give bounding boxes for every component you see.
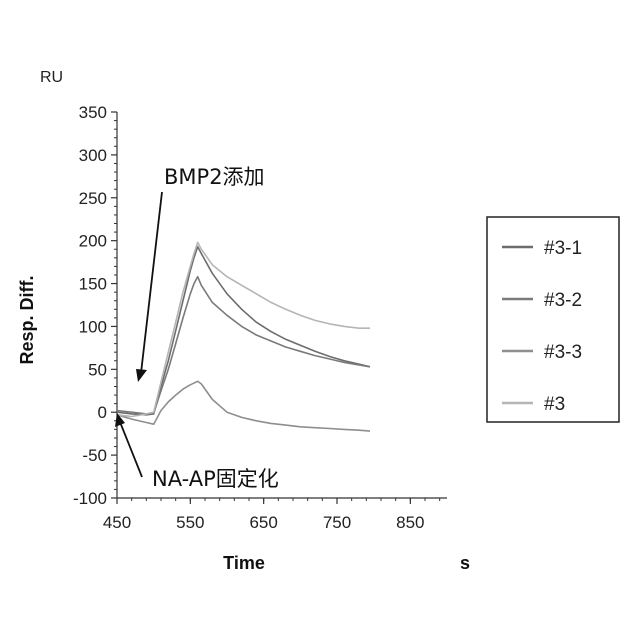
x-unit-label: s [460, 553, 470, 573]
legend-label-2: #3-2 [544, 290, 582, 311]
legend: #3-1 #3-2 #3-3 #3 [487, 217, 619, 422]
x-tick-label: 550 [176, 513, 204, 532]
y-unit-label: RU [40, 69, 63, 86]
x-tick-label: 450 [103, 513, 131, 532]
legend-label-4: #3 [544, 394, 565, 415]
series-line-2 [117, 277, 370, 414]
annotations: BMP2添加 NA-AP固定化 [115, 165, 279, 491]
x-axis-title: Time [223, 553, 265, 573]
x-tick-label: 750 [323, 513, 351, 532]
y-tick-label: 200 [79, 232, 107, 251]
annotation-bmp2: BMP2添加 [164, 165, 265, 189]
series-line-4 [117, 242, 370, 416]
x-tick-label: 650 [249, 513, 277, 532]
series-line-1 [117, 247, 370, 415]
bmp2-arrow-head [136, 369, 147, 382]
series-layer [117, 242, 370, 431]
y-tick-label: 150 [79, 275, 107, 294]
y-tick-label: -50 [82, 446, 107, 465]
y-tick-label: 300 [79, 146, 107, 165]
legend-label-3: #3-3 [544, 342, 582, 363]
y-axis-title: Resp. Diff. [17, 275, 37, 364]
y-tick-label: 100 [79, 317, 107, 336]
annotation-na-ap: NA-AP固定化 [152, 467, 279, 491]
y-tick-label: 250 [79, 189, 107, 208]
y-tick-label: 350 [79, 103, 107, 122]
y-tick-label: 0 [98, 403, 107, 422]
y-ticks: -100 -50 0 50 100 150 200 250 300 350 [73, 103, 117, 508]
bmp2-arrow-line [141, 192, 162, 373]
x-ticks: 450 550 650 750 850 [103, 498, 440, 532]
y-tick-label: 50 [88, 360, 107, 379]
na-ap-arrow-line [120, 422, 142, 477]
legend-label-1: #3-1 [544, 238, 582, 259]
y-tick-label: -100 [73, 489, 107, 508]
x-tick-label: 850 [396, 513, 424, 532]
